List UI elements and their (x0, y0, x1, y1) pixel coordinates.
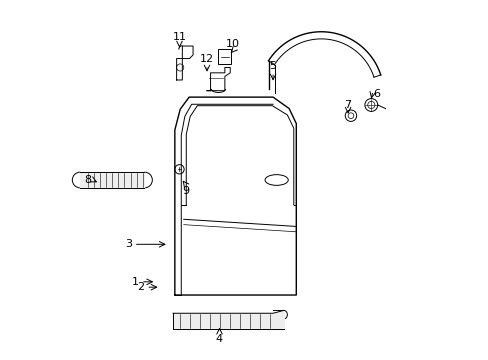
Text: 1: 1 (132, 277, 139, 287)
Text: 11: 11 (172, 32, 186, 42)
Text: 6: 6 (372, 89, 379, 99)
Text: 12: 12 (200, 54, 214, 64)
Text: 2: 2 (137, 282, 144, 292)
Text: 4: 4 (216, 334, 223, 344)
Text: 10: 10 (225, 39, 240, 49)
Text: 8: 8 (83, 175, 91, 185)
Text: 7: 7 (344, 100, 351, 110)
Text: 5: 5 (269, 61, 276, 71)
Text: 9: 9 (182, 186, 189, 196)
Text: 3: 3 (124, 239, 132, 249)
